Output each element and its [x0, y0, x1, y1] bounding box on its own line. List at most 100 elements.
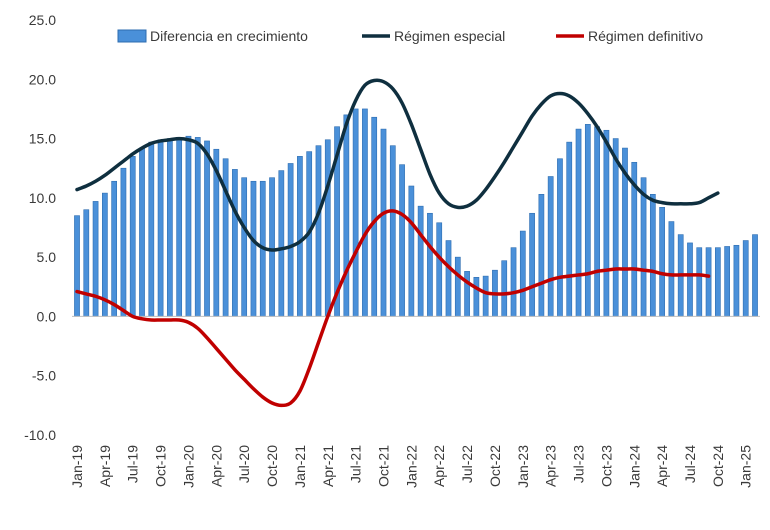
x-tick-label: Oct-19 — [153, 445, 169, 487]
bar-73 — [752, 234, 758, 317]
bar-1 — [83, 209, 90, 317]
bar-55 — [584, 124, 591, 317]
bar-7 — [139, 147, 145, 317]
bar-4 — [111, 180, 118, 317]
x-tick-label: Apr-23 — [543, 445, 559, 487]
bar-51 — [547, 176, 554, 317]
x-tick-label: Jan-19 — [69, 445, 85, 488]
bar-46 — [501, 260, 508, 317]
x-tick-label: Oct-24 — [710, 445, 726, 487]
legend: Diferencia en crecimiento Régimen especi… — [117, 28, 703, 44]
y-tick-label: 25.0 — [29, 12, 56, 28]
y-tick-label: 10.0 — [29, 190, 56, 206]
bar-48 — [519, 230, 526, 317]
bar-52 — [557, 158, 563, 317]
bar-50 — [538, 194, 545, 317]
bar-30 — [352, 108, 359, 317]
x-tick-label: Apr-22 — [431, 445, 447, 487]
x-tick-label: Jan-22 — [403, 445, 419, 488]
bar-72 — [742, 240, 749, 317]
y-tick-label: -5.0 — [32, 368, 56, 384]
line-regimen-especial — [75, 78, 720, 252]
bar-69 — [714, 247, 721, 317]
bar-9 — [157, 139, 164, 317]
bar-32 — [371, 116, 378, 317]
bar-10 — [167, 138, 173, 317]
bar-18 — [241, 177, 248, 317]
bar-24 — [297, 156, 303, 317]
bar-67 — [696, 247, 703, 317]
bar-6 — [129, 156, 136, 317]
line-regimen-definitivo — [75, 209, 711, 408]
x-tick-label: Jul-19 — [125, 445, 141, 483]
bar-17 — [232, 169, 238, 317]
bar-27 — [324, 139, 331, 317]
bar-29 — [343, 114, 350, 317]
x-tick-label: Oct-20 — [264, 445, 280, 487]
x-tick-label: Apr-19 — [97, 445, 113, 487]
bar-5 — [120, 167, 127, 317]
bar-37 — [417, 205, 424, 317]
bar-19 — [250, 180, 257, 317]
bar-16 — [222, 158, 229, 317]
bar-71 — [733, 244, 740, 317]
bar-40 — [445, 240, 452, 317]
bar-23 — [287, 163, 294, 317]
x-tick-label: Jul-21 — [348, 445, 364, 483]
x-tick-label: Jul-24 — [682, 445, 698, 483]
x-tick-label: Jul-20 — [236, 445, 252, 483]
bar-42 — [464, 271, 470, 317]
bar-58 — [612, 138, 619, 317]
bar-38 — [427, 212, 433, 317]
bar-61 — [640, 177, 647, 317]
x-tick-label: Oct-21 — [375, 445, 391, 487]
x-tick-label: Jan-25 — [738, 445, 754, 488]
y-axis-ticks: -10.0 -5.0 0.0 5.0 10.0 15.0 20.0 25.0 — [24, 12, 56, 443]
bar-22 — [278, 170, 285, 317]
bar-13 — [194, 137, 201, 317]
legend-label-bars: Diferencia en crecimiento — [150, 28, 308, 44]
bar-57 — [603, 129, 610, 317]
bar-54 — [575, 128, 582, 317]
bar-44 — [482, 275, 489, 317]
x-tick-label: Jul-23 — [571, 445, 587, 483]
x-tick-label: Apr-24 — [654, 445, 670, 487]
bar-63 — [659, 207, 665, 317]
bar-33 — [380, 128, 387, 317]
bar-26 — [315, 145, 322, 317]
bar-41 — [454, 256, 461, 317]
x-tick-label: Jan-21 — [292, 445, 308, 488]
bar-56 — [594, 126, 600, 317]
bar-62 — [649, 194, 656, 317]
y-tick-label: 15.0 — [29, 131, 56, 147]
y-tick-label: 0.0 — [37, 308, 57, 324]
legend-swatch-bars — [117, 29, 147, 43]
x-tick-label: Jan-24 — [626, 445, 642, 488]
bar-64 — [668, 221, 675, 317]
bar-66 — [687, 242, 693, 317]
legend-label-definitivo: Régimen definitivo — [588, 28, 703, 44]
line-series — [75, 78, 720, 408]
bar-68 — [705, 247, 712, 317]
x-tick-label: Oct-23 — [598, 445, 614, 487]
bar-70 — [724, 246, 730, 317]
x-tick-label: Jan-23 — [515, 445, 531, 488]
bar-47 — [510, 247, 517, 317]
bar-8 — [148, 141, 155, 317]
bar-2 — [92, 201, 99, 317]
bar-39 — [436, 222, 443, 317]
legend-label-especial: Régimen especial — [394, 28, 505, 44]
bar-34 — [389, 145, 396, 317]
bar-0 — [74, 215, 80, 317]
y-tick-label: 5.0 — [37, 249, 57, 265]
bar-31 — [362, 108, 368, 317]
bar-49 — [529, 212, 535, 317]
bar-53 — [566, 141, 573, 317]
y-tick-label: 20.0 — [29, 71, 56, 87]
bar-36 — [408, 185, 415, 317]
x-tick-label: Oct-22 — [487, 445, 503, 487]
x-tick-label: Jul-22 — [459, 445, 475, 483]
bar-11 — [176, 137, 183, 317]
bar-12 — [185, 135, 192, 317]
